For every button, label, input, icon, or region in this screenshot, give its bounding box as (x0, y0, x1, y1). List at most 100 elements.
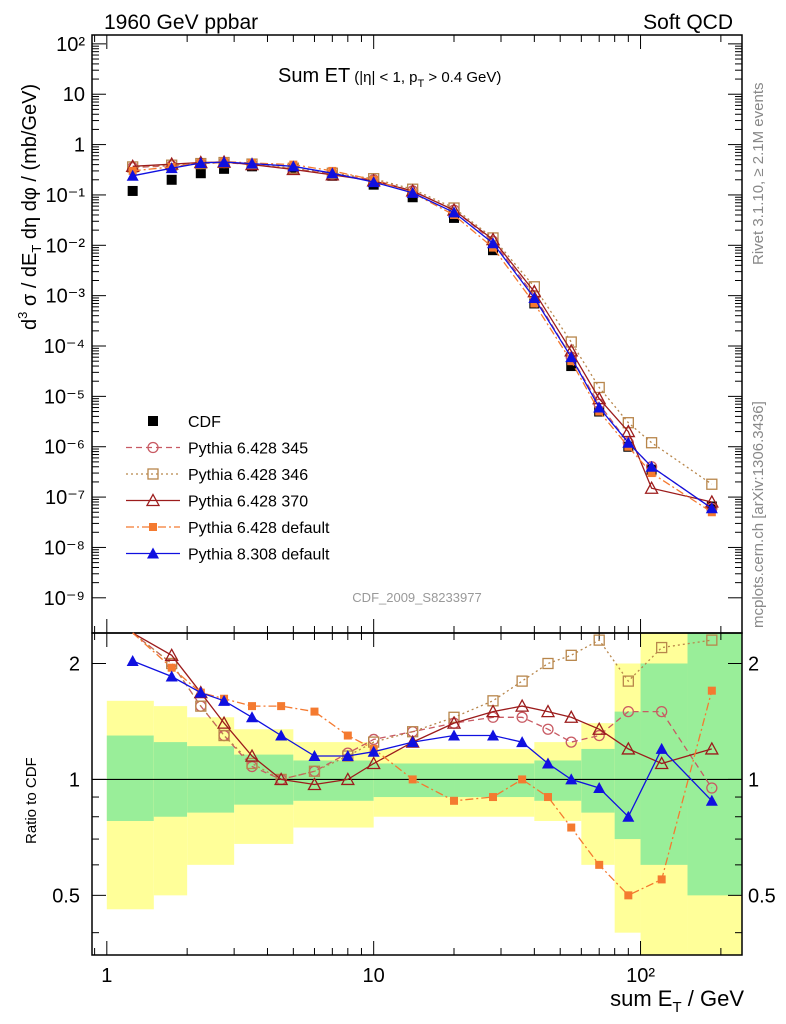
legend-entry: CDF (148, 414, 221, 431)
series-cdf (127, 161, 717, 512)
ratio-point (275, 729, 288, 741)
data-point (166, 174, 177, 185)
y-tick-label: 10 (63, 84, 85, 106)
ratio-point (307, 777, 322, 791)
y-tick-label: 10² (56, 34, 85, 56)
ratio-point (246, 757, 258, 770)
data-point (287, 160, 300, 172)
ratio-point (542, 657, 554, 670)
data-point (165, 162, 178, 174)
ratio-series (126, 632, 719, 900)
plot-title: Sum ET (|η| < 1, pT > 0.4 GeV) (278, 65, 501, 90)
axis-tick-labels: 1 10 10²10⁻⁹10⁻⁸10⁻⁷10⁻⁶10⁻⁵10⁻⁴10⁻³10⁻²10… (44, 34, 776, 987)
ratio-point (542, 723, 554, 735)
legend-marker (148, 416, 158, 426)
y-tick-label: 10⁻⁷ (45, 487, 85, 509)
ratio-y-tick-label-right: 0.5 (748, 885, 776, 907)
ratio-point (515, 698, 530, 712)
ratio-point (565, 773, 578, 785)
ratio-line (132, 632, 713, 789)
ratio-point (518, 775, 527, 784)
ratio-point (246, 711, 259, 723)
inner-band-bin (640, 663, 688, 865)
data-point (195, 168, 206, 179)
inner-band-bin (581, 748, 615, 813)
legend-entry: Pythia 6.428 370 (126, 493, 308, 511)
main-series (125, 154, 719, 517)
data-point (645, 437, 658, 449)
ratio-point (593, 729, 605, 742)
data-point (246, 157, 259, 169)
ratio-plot-frame (91, 632, 743, 956)
ratio-point (164, 647, 179, 661)
data-point (645, 460, 658, 472)
ratio-point (565, 649, 577, 661)
ratio-point (622, 705, 634, 718)
axis-ticks (92, 35, 742, 955)
legend-label: Pythia 6.428 346 (188, 467, 308, 484)
data-point (326, 167, 339, 179)
inner-band-bin (293, 760, 374, 801)
mcplots-reference-label: mcplots.cern.ch [arXiv:1306.3436] (750, 401, 767, 628)
ratio-y-tick-label-right: 2 (748, 653, 759, 675)
ratio-point (216, 715, 232, 729)
ratio-point (408, 775, 417, 784)
ratio-y-tick-label: 2 (69, 653, 80, 675)
process-label: Soft QCD (643, 11, 733, 34)
ratio-point (543, 793, 552, 802)
data-point (406, 186, 419, 198)
legend-marker (147, 547, 159, 559)
ratio-point (406, 736, 419, 748)
legend-marker (149, 523, 157, 531)
ratio-y-tick-label-right: 1 (748, 769, 759, 791)
y-tick-label: 10⁻⁵ (44, 386, 85, 408)
ratio-point (448, 729, 461, 741)
ratio-point (244, 748, 260, 762)
ratio-point (565, 736, 577, 748)
ratio-point (274, 772, 289, 786)
data-point (647, 469, 656, 478)
y-tick-label: 10⁻⁶ (44, 437, 85, 459)
ratio-point (446, 715, 462, 729)
ratio-line (132, 632, 712, 781)
ratio-point (308, 750, 321, 762)
ratio-point (595, 860, 604, 869)
ratio-point (218, 729, 230, 742)
ratio-point (165, 670, 178, 682)
legend-label: Pythia 6.428 default (188, 520, 330, 537)
ratio-point (367, 745, 380, 757)
data-point (367, 176, 380, 188)
ratio-point (706, 634, 718, 646)
y-tick-label: 10⁻⁹ (44, 588, 85, 610)
ratio-point (516, 711, 528, 723)
x-axis-label: sum ET / GeV (610, 986, 744, 1016)
y-tick-label: 10⁻⁸ (44, 537, 85, 559)
y-tick-label: 10⁻¹ (46, 185, 86, 207)
x-tick-label: 10 (363, 965, 385, 987)
ratio-point (194, 686, 207, 698)
data-point (530, 299, 539, 308)
data-point (622, 417, 634, 429)
legend-label: CDF (188, 414, 221, 431)
data-point (127, 185, 138, 196)
ratio-point (487, 711, 499, 723)
ratio-point (707, 686, 716, 695)
ratio-point (705, 794, 718, 806)
x-tick-label: 10² (626, 965, 655, 987)
series-line (132, 160, 713, 513)
series-pythia-6-428-345 (127, 156, 718, 514)
ratio-point (593, 781, 606, 793)
ratio-y-tick-label: 1 (69, 769, 80, 791)
rivet-version-label: Rivet 3.1.10, ≥ 2.1M events (750, 83, 767, 266)
data-point (565, 351, 578, 363)
ratio-point (655, 742, 668, 754)
legend-entry: Pythia 6.428 346 (126, 467, 308, 484)
ratio-point (706, 782, 718, 794)
ratio-point (450, 796, 459, 805)
ratio-point (308, 765, 321, 777)
ratio-point (167, 663, 176, 672)
ratio-point (310, 707, 319, 716)
ratio-point (485, 704, 501, 718)
data-point (126, 169, 139, 181)
data-point (593, 401, 606, 413)
